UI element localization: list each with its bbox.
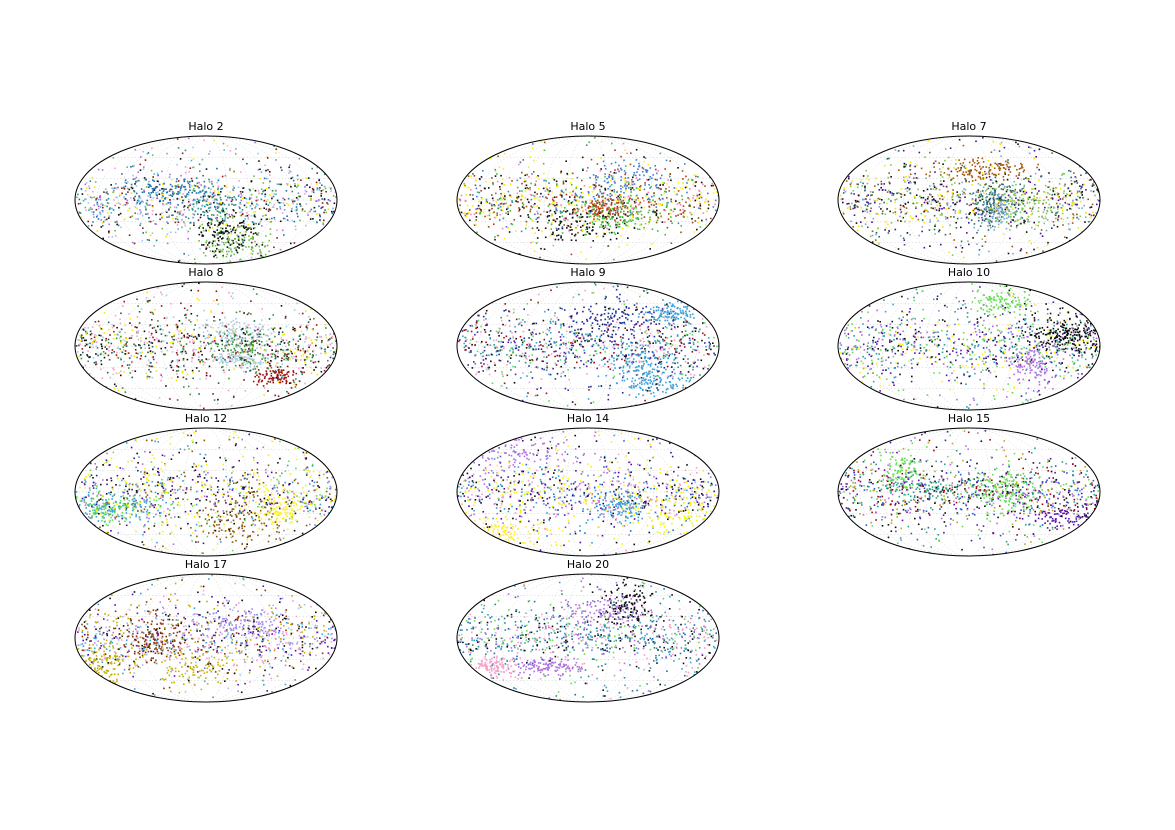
panel-title: Halo 20 [567, 558, 609, 571]
projection-outline [456, 135, 720, 265]
projection-outline [74, 281, 338, 411]
projection-outline [74, 573, 338, 703]
graticule [457, 136, 719, 264]
projection-outline [456, 281, 720, 411]
projection-outline [456, 573, 720, 703]
sky-map-panel: Halo 17 [74, 558, 338, 703]
sky-map-panel: Halo 14 [456, 412, 720, 557]
projection-outline [837, 427, 1101, 557]
graticule [75, 428, 337, 556]
sky-map-panel: Halo 9 [456, 266, 720, 411]
panel-title: Halo 8 [188, 266, 223, 279]
star-particles [457, 574, 718, 702]
sky-map-panel: Halo 15 [837, 412, 1101, 557]
sky-map-panel: Halo 2 [74, 120, 338, 265]
sky-map-panel: Halo 10 [837, 266, 1101, 411]
star-particles [75, 282, 337, 410]
panel-title: Halo 10 [948, 266, 990, 279]
panel-title: Halo 17 [185, 558, 227, 571]
panel-title: Halo 7 [951, 120, 986, 133]
sky-map-panel: Halo 8 [74, 266, 338, 411]
panels-group: Halo 2 Halo 5 Halo 7 Halo 8 Halo 9 Halo 10 Hal… [74, 120, 1101, 703]
star-particles [839, 136, 1100, 262]
panel-title: Halo 14 [567, 412, 609, 425]
star-particles [457, 430, 719, 556]
sky-map-panel: Halo 7 [837, 120, 1101, 265]
star-particles [839, 283, 1100, 409]
star-particles [457, 137, 719, 264]
graticule [457, 428, 719, 556]
panel-title: Halo 2 [188, 120, 223, 133]
panel-title: Halo 9 [570, 266, 605, 279]
panel-title: Halo 12 [185, 412, 227, 425]
projection-outline [74, 427, 338, 557]
panel-title: Halo 5 [570, 120, 605, 133]
star-particles [76, 137, 337, 264]
sky-map-panel: Halo 5 [456, 120, 720, 265]
panel-title: Halo 15 [948, 412, 990, 425]
star-particles [77, 574, 337, 702]
projection-outline [837, 135, 1101, 265]
projection-outline [74, 135, 338, 265]
sky-map-panel: Halo 12 [74, 412, 338, 557]
projection-outline [837, 281, 1101, 411]
star-particles [75, 430, 337, 554]
star-particles [458, 282, 719, 410]
sky-map-panel: Halo 20 [456, 558, 720, 703]
projection-outline [456, 427, 720, 557]
